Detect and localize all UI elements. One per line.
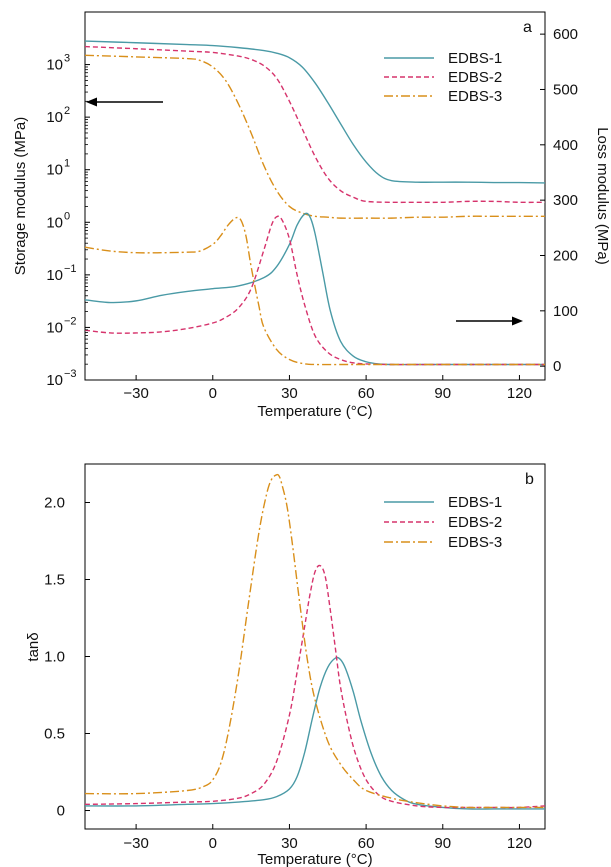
x-tick-label: 60 (358, 835, 375, 852)
left-y-tick-label: 10 (46, 267, 63, 284)
y-tick-label: 0.5 (44, 726, 65, 743)
legend-label-edbs-1: EDBS-1 (448, 494, 502, 511)
panel-b-legend: EDBS-1 EDBS-2 EDBS-3 (384, 494, 502, 551)
x-tick-label: 30 (281, 385, 298, 402)
x-tick-label: 60 (358, 385, 375, 402)
legend-label-edbs-3: EDBS-3 (448, 88, 502, 105)
x-tick-label: 0 (209, 835, 217, 852)
right-y-tick-label: 500 (553, 81, 578, 98)
series-edbs-3-tan-delta-line (84, 473, 545, 809)
right-y-tick-label: 300 (553, 192, 578, 209)
left-y-tick-exponent: 2 (64, 105, 70, 117)
right-y-tick-label: 0 (553, 358, 561, 375)
legend-label-edbs-2: EDBS-2 (448, 69, 502, 86)
left-y-tick-exponent: −2 (64, 315, 77, 327)
left-y-tick-exponent: 0 (64, 210, 70, 222)
series-edbs-2-tan-delta-line (84, 564, 546, 809)
panel-a-left-axis-label: Storage modulus (MPa) (12, 117, 29, 275)
x-tick-label: 30 (281, 835, 298, 852)
x-tick-label: −30 (123, 385, 148, 402)
panel-a-right-axis-label: Loss modulus (MPa) (594, 127, 611, 265)
right-y-tick-label: 100 (553, 303, 578, 320)
panel-a-curves (84, 40, 546, 366)
panel-a-plot-frame (84, 11, 546, 381)
series-edbs-3-storage-line (84, 54, 545, 219)
y-tick-label: 1.0 (44, 649, 65, 666)
legend-label-edbs-2: EDBS-2 (448, 514, 502, 531)
panel-b-plot-frame (84, 463, 546, 830)
series-edbs-1-loss-line (84, 212, 545, 366)
panel-b-curves (84, 473, 546, 810)
panel-b: −30 0 30 60 90 120 0 0.5 1.0 1.5 2.0 b Temperatur… (25, 463, 546, 867)
arrow-to-right-axis (456, 316, 523, 326)
left-y-tick-label: 10 (46, 57, 63, 74)
x-tick-label: 120 (507, 385, 532, 402)
series-edbs-3-loss-line (84, 216, 545, 366)
panel-a-x-axis: −30 0 30 60 90 120 (123, 375, 532, 402)
right-y-tick-label: 600 (553, 26, 578, 43)
left-y-tick-label: 10 (46, 109, 63, 126)
left-y-tick-label: 10 (46, 214, 63, 231)
left-y-tick-label: 10 (46, 372, 63, 389)
left-y-tick-exponent: −3 (64, 368, 77, 380)
x-tick-label: 120 (507, 835, 532, 852)
series-edbs-2-loss-line (84, 215, 545, 366)
panel-a-x-axis-label: Temperature (°C) (257, 403, 372, 420)
panel-b-y-axis-label: tanδ (25, 632, 42, 661)
right-y-tick-label: 400 (553, 137, 578, 154)
legend-label-edbs-3: EDBS-3 (448, 534, 502, 551)
y-tick-label: 2.0 (44, 495, 65, 512)
panel-b-letter: b (525, 471, 534, 488)
panel-b-x-axis: −30 0 30 60 90 120 (123, 824, 532, 852)
left-y-tick-exponent: −1 (64, 263, 77, 275)
panel-a-legend: EDBS-1 EDBS-2 EDBS-3 (384, 50, 502, 105)
left-y-tick-label: 10 (46, 162, 63, 179)
x-tick-label: 0 (209, 385, 217, 402)
y-tick-label: 0 (57, 803, 65, 820)
left-y-tick-exponent: 1 (64, 158, 70, 170)
panel-a-letter: a (523, 19, 532, 36)
arrow-to-left-axis (86, 97, 163, 107)
legend-label-edbs-1: EDBS-1 (448, 50, 502, 67)
panel-a-right-axis: 0 100 200 300 400 500 600 (540, 26, 578, 375)
y-tick-label: 1.5 (44, 572, 65, 589)
left-y-tick-label: 10 (46, 319, 63, 336)
series-edbs-1-tan-delta-line (84, 656, 546, 810)
series-edbs-2-storage-line (84, 45, 546, 204)
series-edbs-1-storage-line (84, 40, 546, 184)
left-y-tick-exponent: 3 (64, 53, 70, 65)
x-tick-label: 90 (434, 385, 451, 402)
panel-b-x-axis-label: Temperature (°C) (257, 851, 372, 867)
x-tick-label: 90 (434, 835, 451, 852)
panel-b-y-axis: 0 0.5 1.0 1.5 2.0 (44, 495, 90, 820)
x-tick-label: −30 (123, 835, 148, 852)
right-y-tick-label: 200 (553, 247, 578, 264)
